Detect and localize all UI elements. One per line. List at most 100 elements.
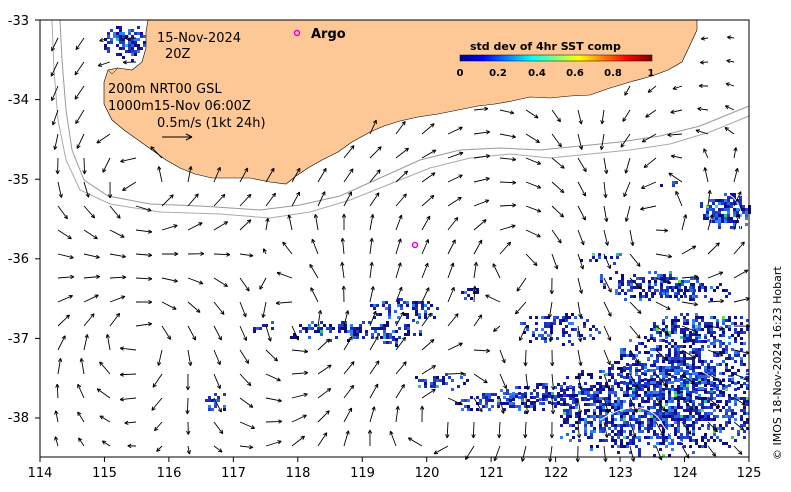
- sst-pixel: [659, 339, 662, 342]
- sst-pixel: [659, 379, 662, 382]
- sst-pixel: [589, 334, 592, 337]
- sst-pixel: [712, 217, 715, 220]
- sst-pixel: [681, 280, 684, 283]
- sst-pixel: [563, 403, 566, 406]
- sst-pixel: [329, 327, 332, 330]
- sst-pixel: [710, 298, 713, 301]
- sst-pixel: [701, 328, 704, 331]
- sst-pixel: [608, 367, 611, 370]
- sst-pixel: [659, 345, 662, 348]
- current-arrow: [83, 181, 90, 198]
- sst-pixel: [569, 409, 572, 412]
- sst-pixel: [710, 406, 713, 409]
- sst-pixel: [544, 340, 547, 343]
- sst-pixel: [641, 379, 644, 382]
- sst-pixel: [677, 421, 680, 424]
- sst-pixel: [689, 381, 692, 384]
- current-arrow: [395, 361, 407, 375]
- colorbar: std dev of 4hr SST comp 0 0.2 0.4 0.6 0.…: [457, 40, 655, 79]
- sst-pixel: [733, 196, 736, 199]
- sst-pixel: [541, 316, 544, 319]
- sst-pixel: [388, 307, 391, 310]
- sst-pixel: [674, 376, 677, 379]
- sst-pixel: [659, 334, 662, 337]
- sst-pixel: [338, 324, 341, 327]
- sst-pixel: [404, 324, 407, 327]
- sst-pixel: [709, 208, 712, 211]
- sst-pixel: [722, 351, 725, 354]
- sst-pixel: [623, 348, 626, 351]
- current-arrow: [343, 361, 355, 375]
- sst-pixel: [674, 433, 677, 436]
- sst-pixel: [482, 396, 485, 399]
- sst-pixel: [737, 387, 740, 390]
- argo-float-marker[interactable]: [411, 241, 419, 249]
- sst-pixel: [208, 405, 211, 408]
- sst-pixel: [632, 388, 635, 391]
- sst-pixel: [704, 334, 707, 337]
- current-arrow: [369, 406, 376, 423]
- current-arrow: [624, 205, 631, 222]
- sst-pixel: [320, 333, 323, 336]
- sst-pixel: [662, 442, 665, 445]
- sst-pixel: [660, 289, 663, 292]
- sst-pixel: [706, 211, 709, 214]
- current-arrow: [629, 253, 641, 267]
- current-arrow: [551, 109, 561, 123]
- sst-pixel: [617, 385, 620, 388]
- sst-pixel: [563, 389, 566, 392]
- sst-pixel: [746, 427, 749, 430]
- sst-pixel: [629, 387, 632, 390]
- sst-pixel: [599, 406, 602, 409]
- sst-pixel: [733, 193, 736, 196]
- current-arrow: [109, 229, 125, 238]
- current-arrow: [473, 130, 491, 135]
- sst-pixel: [430, 385, 433, 388]
- sst-pixel: [725, 385, 728, 388]
- sst-pixel: [701, 406, 704, 409]
- sst-pixel: [587, 421, 590, 424]
- sst-pixel: [653, 406, 656, 409]
- sst-pixel: [617, 373, 620, 376]
- sst-pixel: [736, 220, 739, 223]
- sst-pixel: [305, 330, 308, 333]
- sst-pixel: [620, 433, 623, 436]
- sst-pixel: [684, 289, 687, 292]
- sst-pixel: [698, 375, 701, 378]
- sst-pixel: [638, 381, 641, 384]
- current-arrow: [681, 274, 699, 279]
- sst-pixel: [707, 370, 710, 373]
- lon-tick-label: 114: [28, 466, 53, 481]
- sst-pixel: [530, 392, 533, 395]
- sst-pixel: [271, 321, 274, 324]
- sst-pixel: [566, 415, 569, 418]
- sst-pixel: [524, 392, 527, 395]
- sst-pixel: [143, 35, 146, 38]
- current-arrow: [309, 263, 319, 279]
- sst-pixel: [596, 397, 599, 400]
- sst-pixel: [629, 381, 632, 384]
- sst-pixel: [692, 339, 695, 342]
- current-arrow: [239, 253, 254, 258]
- sst-pixel: [400, 304, 403, 307]
- sst-pixel: [590, 430, 593, 433]
- sst-pixel: [626, 412, 629, 415]
- sst-pixel: [464, 291, 467, 294]
- sst-pixel: [734, 412, 737, 415]
- sst-pixel: [617, 451, 620, 454]
- sst-pixel: [731, 378, 734, 381]
- sst-pixel: [736, 199, 739, 202]
- sst-pixel: [587, 415, 590, 418]
- lon-tick-label: 121: [479, 466, 504, 481]
- sst-pixel: [347, 339, 350, 342]
- sst-pixel: [223, 408, 226, 411]
- sst-pixel: [641, 421, 644, 424]
- sst-pixel: [733, 220, 736, 223]
- sst-pixel: [128, 32, 131, 35]
- sst-pixel: [599, 370, 602, 373]
- current-arrow: [551, 205, 564, 218]
- sst-pixel: [656, 375, 659, 378]
- sst-pixel: [692, 292, 695, 295]
- scale-arrow: [162, 133, 193, 141]
- sst-pixel: [686, 418, 689, 421]
